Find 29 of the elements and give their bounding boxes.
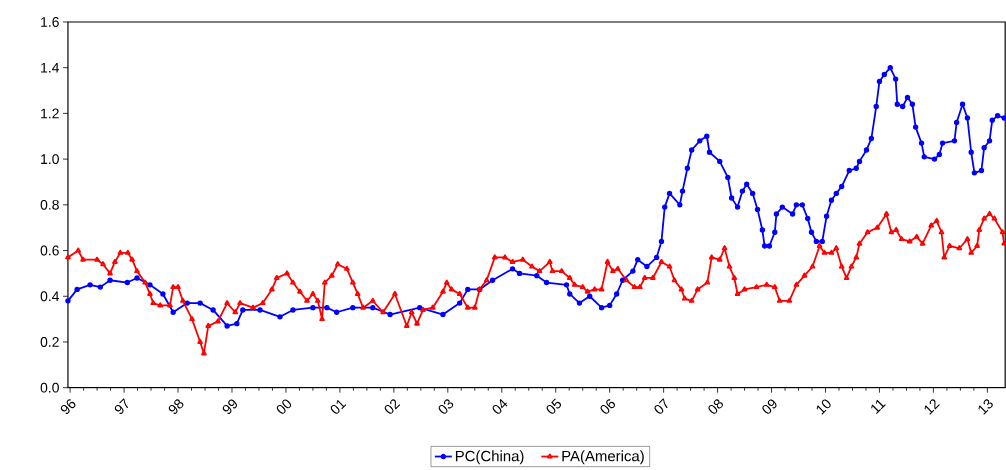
x-tick-label: 13 <box>978 399 993 415</box>
y-tick-label: 0.8 <box>40 200 59 210</box>
y-tick-label: 0.6 <box>40 245 59 256</box>
y-tick-label: 1.0 <box>41 154 59 165</box>
x-tick-label: 97 <box>114 398 129 415</box>
x-tick-label: 12 <box>924 399 940 415</box>
x-tick-label: 96 <box>60 399 76 415</box>
x-tick-label: 04 <box>492 399 508 414</box>
x-tick-label: 11 <box>871 399 886 415</box>
x-tick-label: 02 <box>384 399 401 414</box>
y-tick-label: 0.0 <box>40 382 59 393</box>
y-tick-label: 1.2 <box>41 108 59 119</box>
x-tick-label: 06 <box>600 399 616 414</box>
x-tick-label: 03 <box>438 399 454 414</box>
x-tick-label: 01 <box>330 400 347 414</box>
x-tick-label: 98 <box>168 399 184 415</box>
x-tick-label: 10 <box>816 399 831 415</box>
x-tick-label: 00 <box>276 399 292 414</box>
legend-label: PA(America) <box>562 450 644 465</box>
x-tick-label: 09 <box>762 399 777 414</box>
x-tick-label: 07 <box>654 398 668 414</box>
x-tick-label: 05 <box>546 398 562 414</box>
y-tick-label: 0.2 <box>40 337 59 348</box>
x-tick-label: 99 <box>222 399 237 415</box>
x-tick-label: 08 <box>708 399 724 414</box>
legend-label: PC(China) <box>455 450 524 465</box>
y-tick-label: 1.6 <box>41 17 59 28</box>
y-tick-label: 0.4 <box>40 291 60 302</box>
y-tick-label: 1.4 <box>41 63 60 73</box>
